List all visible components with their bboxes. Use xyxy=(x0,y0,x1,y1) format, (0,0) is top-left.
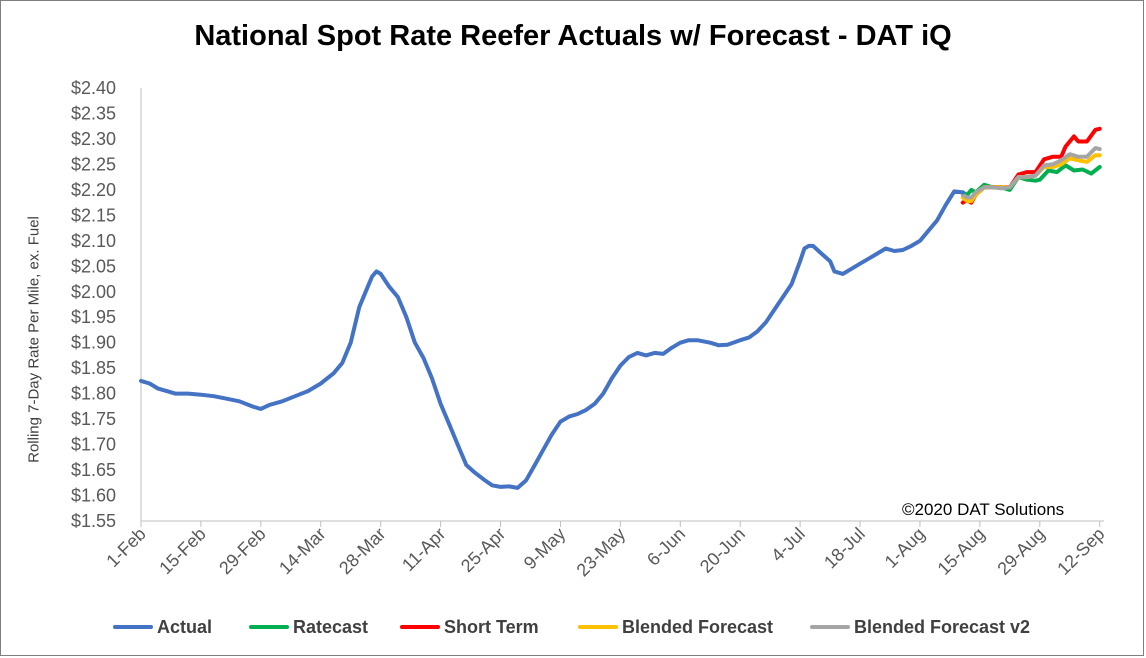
y-tick-label: $1.75 xyxy=(71,409,116,429)
x-tick-label: 29-Aug xyxy=(993,524,1048,579)
legend-label: Actual xyxy=(157,616,213,637)
x-tick-label: 11-Apr xyxy=(398,524,449,575)
y-tick-label: $1.80 xyxy=(71,384,116,404)
legend-label: Ratecast xyxy=(293,616,369,637)
x-tick-label: 12-Sep xyxy=(1053,524,1108,579)
chart-title: National Spot Rate Reefer Actuals w/ For… xyxy=(194,20,952,52)
y-tick-label: $2.05 xyxy=(71,256,116,276)
y-tick-label: $2.20 xyxy=(71,180,116,200)
y-tick-label: $1.95 xyxy=(71,307,116,327)
y-tick-label: $1.85 xyxy=(71,358,116,378)
x-tick-label: 25-Apr xyxy=(457,524,509,576)
legend-label: Blended Forecast v2 xyxy=(854,616,1031,637)
legend-item-short-term: Short Term xyxy=(400,614,539,640)
legend-item-blended-forecast: Blended Forecast xyxy=(578,614,773,640)
legend-item-blended-forecast-v2: Blended Forecast v2 xyxy=(810,614,1030,640)
y-tick-label: $2.15 xyxy=(71,205,116,225)
x-tick-label: 9-May xyxy=(520,524,570,574)
series-lines xyxy=(139,126,1102,490)
copyright-annotation: ©2020 DAT Solutions xyxy=(902,500,1065,519)
y-tick-label: $2.00 xyxy=(71,282,116,302)
series-line-blended-forecast-v2 xyxy=(960,146,1102,200)
legend-label: Short Term xyxy=(444,616,539,637)
series-line-actual xyxy=(139,189,965,490)
legend-swatch xyxy=(400,625,440,629)
x-tick-label: 18-Jul xyxy=(820,524,869,573)
y-tick-label: $2.30 xyxy=(71,129,116,149)
x-tick-label: 4-Jul xyxy=(767,524,809,566)
legend-swatch xyxy=(810,625,850,629)
x-tick-label: 23-May xyxy=(573,524,630,581)
legend: Actual Ratecast Short Term Blended Forecast… xyxy=(0,614,1146,640)
y-tick-label: $2.35 xyxy=(71,103,116,123)
y-tick-label: $2.40 xyxy=(71,78,116,98)
legend-item-ratecast: Ratecast xyxy=(249,614,368,640)
x-tick-label: 28-Mar xyxy=(335,524,389,578)
x-tick-label: 1-Aug xyxy=(881,524,929,572)
x-tick-label: 6-Jun xyxy=(643,524,689,570)
y-tick-label: $2.25 xyxy=(71,154,116,174)
legend-item-actual: Actual xyxy=(113,614,212,640)
series-line-short-term xyxy=(960,126,1102,205)
x-tick-label: 15-Feb xyxy=(155,524,209,578)
legend-swatch xyxy=(113,625,153,629)
y-tick-label: $1.60 xyxy=(71,486,116,506)
y-tick-label: $1.55 xyxy=(71,511,116,531)
legend-label: Blended Forecast xyxy=(622,616,774,637)
y-tick-label: $1.65 xyxy=(71,460,116,480)
x-tick-label: 20-Jun xyxy=(696,524,749,577)
legend-swatch xyxy=(249,625,289,629)
y-tick-label: $1.70 xyxy=(71,435,116,455)
x-tick-label: 14-Mar xyxy=(275,524,329,578)
legend-swatch xyxy=(578,625,618,629)
y-tick-label: $1.90 xyxy=(71,333,116,353)
x-tick-label: 29-Feb xyxy=(215,524,269,578)
x-tick-label: 15-Aug xyxy=(934,524,989,579)
y-tick-label: $2.10 xyxy=(71,231,116,251)
